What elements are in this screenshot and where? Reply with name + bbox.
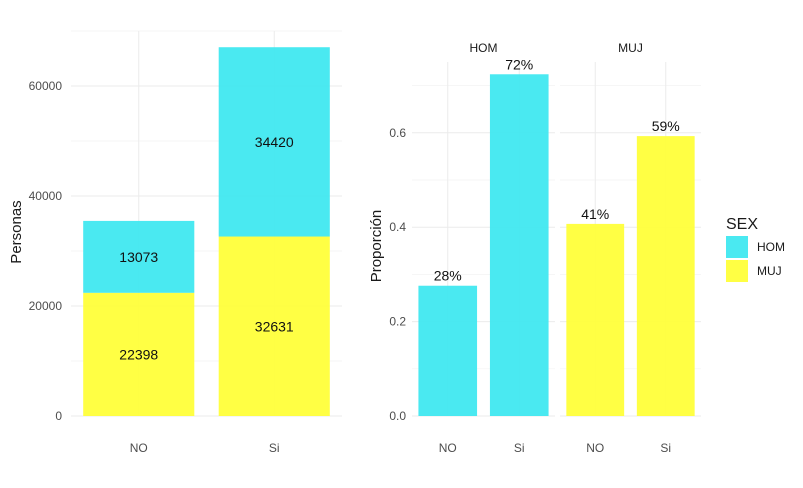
legend-key-muj [726,260,748,282]
left-y-axis-title: Personas [8,200,25,263]
bar-label: 32631 [255,318,294,334]
left-y-tick-label: 40000 [29,189,63,203]
right-x-tick-label: Si [514,441,525,455]
right-y-tick-label: 0.2 [389,315,406,329]
left-y-tick-label: 20000 [29,299,63,313]
left-x-tick-label: Si [269,441,280,455]
bar-label: 13073 [119,249,158,265]
left-x-tick-label: NO [130,441,148,455]
bar-muj-si [636,136,695,416]
left-y-tick-label: 0 [55,409,62,423]
bar-label: 22398 [119,346,158,362]
legend-label-muj: MUJ [757,264,782,278]
right-y-tick-label: 0.4 [389,220,406,234]
right-x-tick-label: NO [439,441,457,455]
bar-percent-label: 41% [581,206,609,222]
right-y-tick-label: 0.6 [389,126,406,140]
bar-hom-no [83,220,195,293]
right-y-axis-title: Proporción [368,210,385,283]
bar-muj-no [566,223,625,416]
bar-percent-label: 72% [505,56,533,72]
right-x-tick-label: NO [586,441,604,455]
left-y-tick-label: 60000 [29,79,63,93]
bar-percent-label: 28% [434,268,462,284]
bar-muj-no [83,292,195,416]
bar-hom-si [218,47,330,237]
right-y-tick-label: 0.0 [389,409,406,423]
legend-title: SEX [726,216,758,233]
legend-key-hom [726,236,748,258]
bar-hom-si [489,74,549,416]
bar-label: 34420 [255,134,294,150]
facet-strip-label: MUJ [618,41,643,55]
bar-muj-si [218,236,330,416]
bar-hom-no [418,285,478,416]
right-x-tick-label: Si [660,441,671,455]
facet-strip-label: HOM [470,41,498,55]
bar-percent-label: 59% [652,118,680,134]
legend-label-hom: HOM [757,240,785,254]
